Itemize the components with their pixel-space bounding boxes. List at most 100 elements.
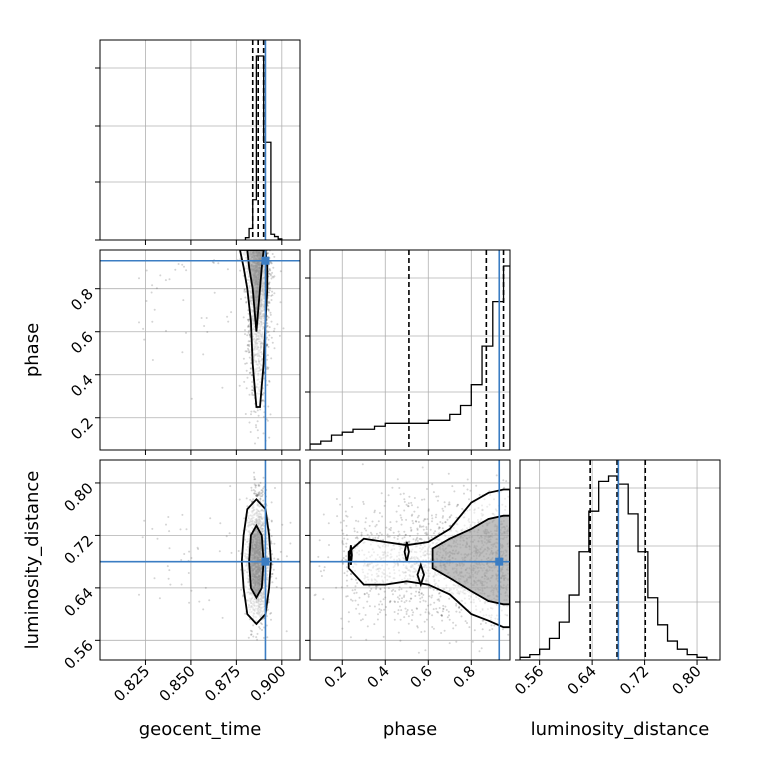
sample-point (226, 315, 229, 318)
sample-point (262, 636, 265, 639)
sample-point (272, 568, 275, 571)
sample-point (252, 624, 255, 627)
sample-point (244, 290, 247, 293)
sample-point (197, 548, 200, 550)
sample-point (426, 488, 428, 490)
sample-point (244, 296, 247, 299)
sample-point (219, 522, 222, 525)
sample-point (237, 550, 240, 552)
sample-point (273, 542, 276, 545)
sample-point (267, 464, 269, 466)
sample-point (403, 536, 406, 539)
sample-point (165, 329, 167, 332)
sample-point (255, 495, 258, 498)
sample-point (416, 506, 419, 509)
sample-point (247, 325, 250, 328)
sample-point (225, 535, 228, 538)
sample-point (379, 600, 382, 603)
sample-point (403, 616, 406, 619)
sample-point (253, 478, 256, 481)
sample-point (442, 608, 445, 610)
sample-point (461, 507, 464, 510)
sample-point (266, 315, 269, 318)
sample-point (365, 517, 368, 520)
sample-point (422, 519, 425, 522)
sample-point (268, 283, 270, 286)
y-tick-label-luminosity_distance: 0.72 (60, 532, 96, 568)
sample-point (164, 279, 167, 282)
sample-point (229, 485, 232, 488)
sample-point (448, 618, 451, 621)
sample-point (212, 261, 215, 264)
sample-point (407, 505, 410, 508)
sample-point (270, 261, 273, 264)
sample-point (256, 409, 259, 412)
sample-point (250, 633, 253, 636)
sample-point (260, 492, 263, 494)
sample-point (385, 606, 387, 608)
sample-point (382, 598, 385, 601)
sample-point (434, 530, 437, 533)
sample-point (412, 538, 415, 541)
sample-point (145, 269, 148, 272)
sample-point (269, 311, 272, 314)
sample-point (281, 523, 284, 526)
sample-point (388, 601, 391, 604)
sample-point (269, 269, 272, 272)
sample-point (269, 287, 271, 290)
sample-point (273, 347, 276, 350)
sample-point (490, 624, 493, 627)
sample-point (404, 534, 407, 536)
sample-point (285, 630, 288, 633)
sample-point (445, 609, 448, 611)
sample-point (415, 607, 418, 610)
sample-point (270, 540, 273, 543)
sample-point (270, 612, 273, 614)
sample-point (446, 616, 449, 619)
x-tick-label-luminosity_distance: 0.64 (564, 662, 600, 698)
sample-point (444, 521, 447, 524)
sample-point (266, 322, 269, 325)
sample-point (247, 326, 250, 328)
sample-point (390, 590, 393, 592)
sample-point (270, 618, 272, 621)
sample-point (267, 304, 269, 307)
sample-point (245, 369, 248, 372)
sample-point (430, 536, 433, 539)
sample-point (254, 490, 257, 493)
sample-point (407, 542, 410, 545)
sample-point (266, 358, 269, 361)
sample-point (379, 611, 382, 614)
sample-point (250, 633, 253, 636)
sample-point (366, 592, 368, 595)
sample-point (242, 595, 245, 598)
sample-point (183, 265, 185, 268)
sample-point (247, 325, 250, 327)
sample-point (380, 609, 383, 612)
sample-point (256, 494, 259, 497)
sample-point (342, 532, 345, 535)
sample-point (151, 527, 154, 530)
sample-point (438, 526, 441, 529)
sample-point (412, 611, 415, 614)
sample-point (402, 492, 405, 495)
sample-point (266, 608, 269, 611)
sample-point (190, 589, 193, 592)
sample-point (267, 291, 270, 294)
sample-point (247, 351, 250, 354)
sample-point (430, 514, 433, 517)
sample-point (368, 605, 371, 608)
sample-point (267, 405, 270, 408)
sample-point (317, 555, 320, 558)
sample-point (256, 632, 259, 635)
histogram-phase (310, 265, 510, 450)
sample-point (221, 557, 223, 559)
sample-point (261, 490, 264, 493)
sample-point (245, 350, 248, 353)
y-tick-label-luminosity_distance: 0.64 (60, 584, 96, 620)
sample-point (273, 330, 275, 333)
y-tick-label-luminosity_distance: 0.80 (60, 479, 96, 515)
sample-point (420, 592, 423, 595)
sample-point (386, 533, 389, 536)
sample-point (416, 607, 418, 610)
